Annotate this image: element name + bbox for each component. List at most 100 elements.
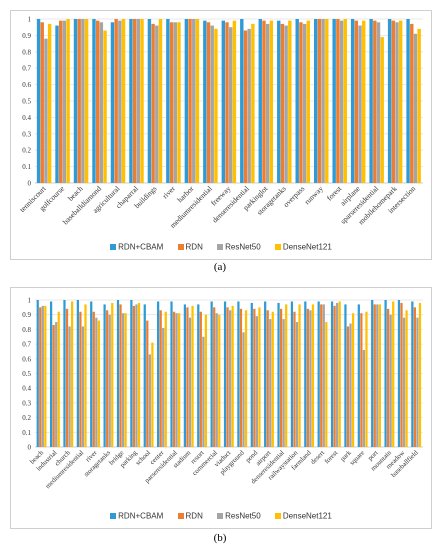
- y-tick-label: 0.5: [22, 370, 31, 378]
- legend-swatch: [177, 512, 184, 519]
- bar: [332, 19, 336, 183]
- bar: [81, 326, 85, 447]
- bar: [188, 317, 192, 447]
- bar: [309, 310, 312, 447]
- y-tick-label: 0.6: [22, 355, 31, 363]
- bar: [231, 305, 234, 447]
- bar: [166, 19, 170, 183]
- bar: [295, 19, 299, 183]
- bar: [210, 25, 214, 184]
- chart-panel-b: 0 0.1 0.2 0.3 0.4 0.5 0.6 0.7 0.8 0.9 1 beach indust…: [10, 287, 432, 529]
- bar: [162, 327, 165, 447]
- bar: [183, 304, 187, 447]
- bar: [410, 23, 414, 184]
- bar: [400, 302, 403, 447]
- y-tick-label: 0.7: [22, 65, 31, 73]
- bar: [36, 300, 39, 447]
- bar: [358, 25, 362, 184]
- bar: [229, 310, 232, 447]
- legend-swatch: [217, 512, 224, 519]
- legend-label: RDN: [185, 242, 203, 252]
- bar: [132, 305, 136, 447]
- bar: [173, 22, 177, 183]
- bar: [155, 25, 159, 184]
- y-tick-label: 0: [28, 180, 32, 188]
- bar: [258, 19, 262, 183]
- legend-label: DenseNet121: [282, 242, 332, 252]
- bar: [253, 308, 256, 447]
- bar: [293, 311, 296, 447]
- bar: [170, 301, 173, 447]
- bar: [298, 304, 301, 447]
- bar: [351, 313, 355, 447]
- y-tick-label: 0.2: [22, 147, 31, 155]
- legend-item: RDN: [177, 242, 203, 252]
- bar: [84, 19, 89, 183]
- bar: [55, 322, 58, 447]
- bar: [343, 19, 347, 183]
- y-tick-label: 0.4: [22, 385, 31, 393]
- bar: [418, 302, 422, 447]
- bar: [277, 20, 281, 183]
- bar: [339, 20, 344, 183]
- bar: [188, 19, 192, 183]
- y-tick-label: 0.3: [22, 130, 31, 138]
- bar: [110, 22, 115, 183]
- bar: [169, 22, 174, 183]
- bar: [384, 300, 387, 447]
- bar: [285, 304, 288, 447]
- legend-swatch: [110, 512, 117, 519]
- bar: [52, 324, 55, 447]
- bar: [118, 20, 122, 183]
- bar: [103, 30, 107, 184]
- legend-label: ResNet50: [225, 242, 261, 252]
- bar: [186, 307, 189, 447]
- bar: [95, 20, 100, 183]
- bar: [81, 19, 85, 183]
- bar: [304, 301, 307, 447]
- x-tick-label: square: [349, 449, 367, 467]
- bar: [413, 307, 417, 447]
- y-tick-label: 0.8: [22, 326, 31, 334]
- bar: [306, 20, 310, 183]
- bar: [360, 313, 363, 447]
- y-tick-label: 0.4: [22, 114, 31, 122]
- bar: [288, 20, 292, 183]
- bar: [397, 300, 401, 447]
- bar: [380, 37, 384, 183]
- bar: [325, 322, 328, 447]
- y-tick-label: 0.3: [22, 399, 31, 407]
- y-tick-label: 0.7: [22, 341, 31, 349]
- chart-a: 00.10.20.30.40.50.60.70.80.91tenniscourt…: [18, 16, 423, 230]
- bar: [70, 301, 74, 447]
- bar: [325, 19, 329, 183]
- bar: [124, 313, 127, 447]
- bar: [349, 323, 352, 447]
- bar: [95, 317, 98, 447]
- bar: [299, 22, 303, 183]
- bar: [79, 311, 82, 447]
- bar: [62, 20, 67, 183]
- bar: [111, 302, 114, 447]
- x-tick-label: school: [135, 449, 153, 467]
- bar: [221, 20, 226, 183]
- bar: [413, 33, 418, 183]
- bar: [350, 19, 355, 183]
- bar: [239, 308, 243, 447]
- legend-a: RDN+CBAM RDN ResNet50 DenseNet121: [11, 242, 431, 251]
- y-tick-label: 0: [28, 444, 32, 452]
- legend-swatch: [274, 243, 281, 250]
- bar: [199, 311, 202, 447]
- bar: [121, 19, 126, 183]
- bar: [44, 305, 47, 447]
- bar: [237, 301, 240, 447]
- bar: [389, 314, 392, 447]
- bar: [73, 19, 78, 183]
- bar: [306, 308, 309, 447]
- bar: [218, 314, 221, 447]
- bar: [365, 311, 368, 447]
- bar: [333, 305, 336, 447]
- bar: [346, 326, 350, 447]
- bar: [192, 19, 196, 183]
- bar: [121, 313, 125, 447]
